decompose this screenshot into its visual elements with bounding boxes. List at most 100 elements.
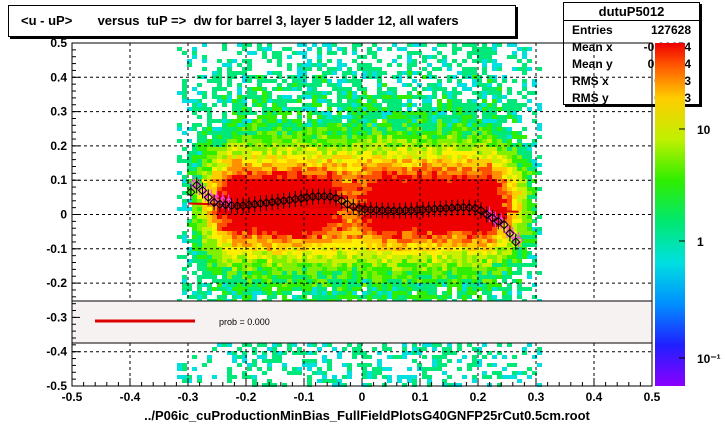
heatmap-cell: [377, 287, 382, 291]
colorbar-tick-label: 10: [697, 123, 711, 137]
heatmap-cell: [462, 275, 467, 279]
heatmap-cell: [437, 239, 442, 243]
heatmap-cell: [347, 127, 352, 131]
heatmap-cell: [262, 103, 267, 107]
heatmap-cell: [447, 271, 452, 275]
heatmap-cell: [462, 355, 467, 359]
heatmap-cell: [377, 59, 382, 63]
heatmap-cell: [372, 251, 377, 255]
heatmap-cell: [387, 215, 392, 219]
heatmap-cell: [362, 95, 367, 99]
heatmap-cell: [417, 219, 422, 223]
heatmap-cell: [327, 79, 332, 83]
heatmap-cell: [402, 95, 407, 99]
heatmap-cell: [267, 215, 272, 219]
heatmap-cell: [227, 83, 232, 87]
heatmap-cell: [237, 111, 242, 115]
heatmap-cell: [337, 159, 342, 163]
heatmap-cell: [267, 211, 272, 215]
heatmap-cell: [507, 343, 512, 347]
heatmap-cell: [232, 207, 237, 211]
heatmap-cell: [262, 91, 267, 95]
heatmap-cell: [367, 159, 372, 163]
heatmap-cell: [527, 223, 532, 227]
heatmap-cell: [297, 231, 302, 235]
heatmap-cell: [342, 191, 347, 195]
heatmap-cell: [282, 239, 287, 243]
heatmap-cell: [437, 67, 442, 71]
heatmap-cell: [407, 283, 412, 287]
heatmap-cell: [462, 111, 467, 115]
heatmap-cell: [287, 155, 292, 159]
heatmap-cell: [292, 271, 297, 275]
heatmap-cell: [272, 343, 277, 347]
heatmap-cell: [332, 131, 337, 135]
heatmap-cell: [362, 247, 367, 251]
heatmap-cell: [267, 175, 272, 179]
heatmap-cell: [442, 195, 447, 199]
heatmap-cell: [242, 139, 247, 143]
heatmap-cell: [382, 255, 387, 259]
heatmap-cell: [447, 343, 452, 347]
heatmap-cell: [247, 283, 252, 287]
heatmap-cell: [212, 267, 217, 271]
heatmap-cell: [362, 275, 367, 279]
heatmap-cell: [467, 195, 472, 199]
heatmap-cell: [262, 359, 267, 363]
heatmap-cell: [522, 179, 527, 183]
heatmap-cell: [407, 127, 412, 131]
heatmap-cell: [452, 195, 457, 199]
heatmap-cell: [422, 115, 427, 119]
heatmap-cell: [427, 143, 432, 147]
heatmap-cell: [327, 199, 332, 203]
heatmap-cell: [502, 199, 507, 203]
heatmap-cell: [377, 111, 382, 115]
heatmap-cell: [382, 83, 387, 87]
heatmap-cell: [447, 99, 452, 103]
heatmap-cell: [332, 375, 337, 379]
heatmap-cell: [342, 127, 347, 131]
heatmap-cell: [252, 51, 257, 55]
heatmap-cell: [332, 127, 337, 131]
heatmap-cell: [302, 147, 307, 151]
heatmap-cell: [362, 279, 367, 283]
heatmap-cell: [472, 347, 477, 351]
heatmap-cell: [452, 211, 457, 215]
heatmap-cell: [262, 47, 267, 51]
heatmap-cell: [232, 355, 237, 359]
heatmap-cell: [422, 107, 427, 111]
heatmap-cell: [412, 175, 417, 179]
heatmap-cell: [222, 179, 227, 183]
heatmap-cell: [447, 147, 452, 151]
heatmap-cell: [532, 263, 537, 267]
heatmap-cell: [392, 235, 397, 239]
heatmap-cell: [392, 243, 397, 247]
heatmap-cell: [202, 295, 207, 299]
heatmap-cell: [347, 207, 352, 211]
heatmap-cell: [352, 135, 357, 139]
heatmap-cell: [312, 207, 317, 211]
heatmap-cell: [177, 159, 182, 163]
heatmap-cell: [242, 239, 247, 243]
heatmap-cell: [212, 375, 217, 379]
heatmap-cell: [442, 203, 447, 207]
heatmap-cell: [447, 91, 452, 95]
heatmap-cell: [212, 239, 217, 243]
heatmap-cell: [337, 87, 342, 91]
heatmap-cell: [507, 103, 512, 107]
heatmap-cell: [187, 263, 192, 267]
heatmap-cell: [427, 163, 432, 167]
heatmap-cell: [452, 231, 457, 235]
heatmap-cell: [377, 183, 382, 187]
heatmap-cell: [217, 239, 222, 243]
heatmap-cell: [187, 219, 192, 223]
heatmap-cell: [527, 91, 532, 95]
heatmap-cell: [437, 235, 442, 239]
heatmap-cell: [292, 83, 297, 87]
heatmap-cell: [337, 179, 342, 183]
heatmap-cell: [237, 207, 242, 211]
heatmap-cell: [282, 295, 287, 299]
heatmap-cell: [207, 355, 212, 359]
heatmap-cell: [387, 227, 392, 231]
heatmap-cell: [332, 119, 337, 123]
